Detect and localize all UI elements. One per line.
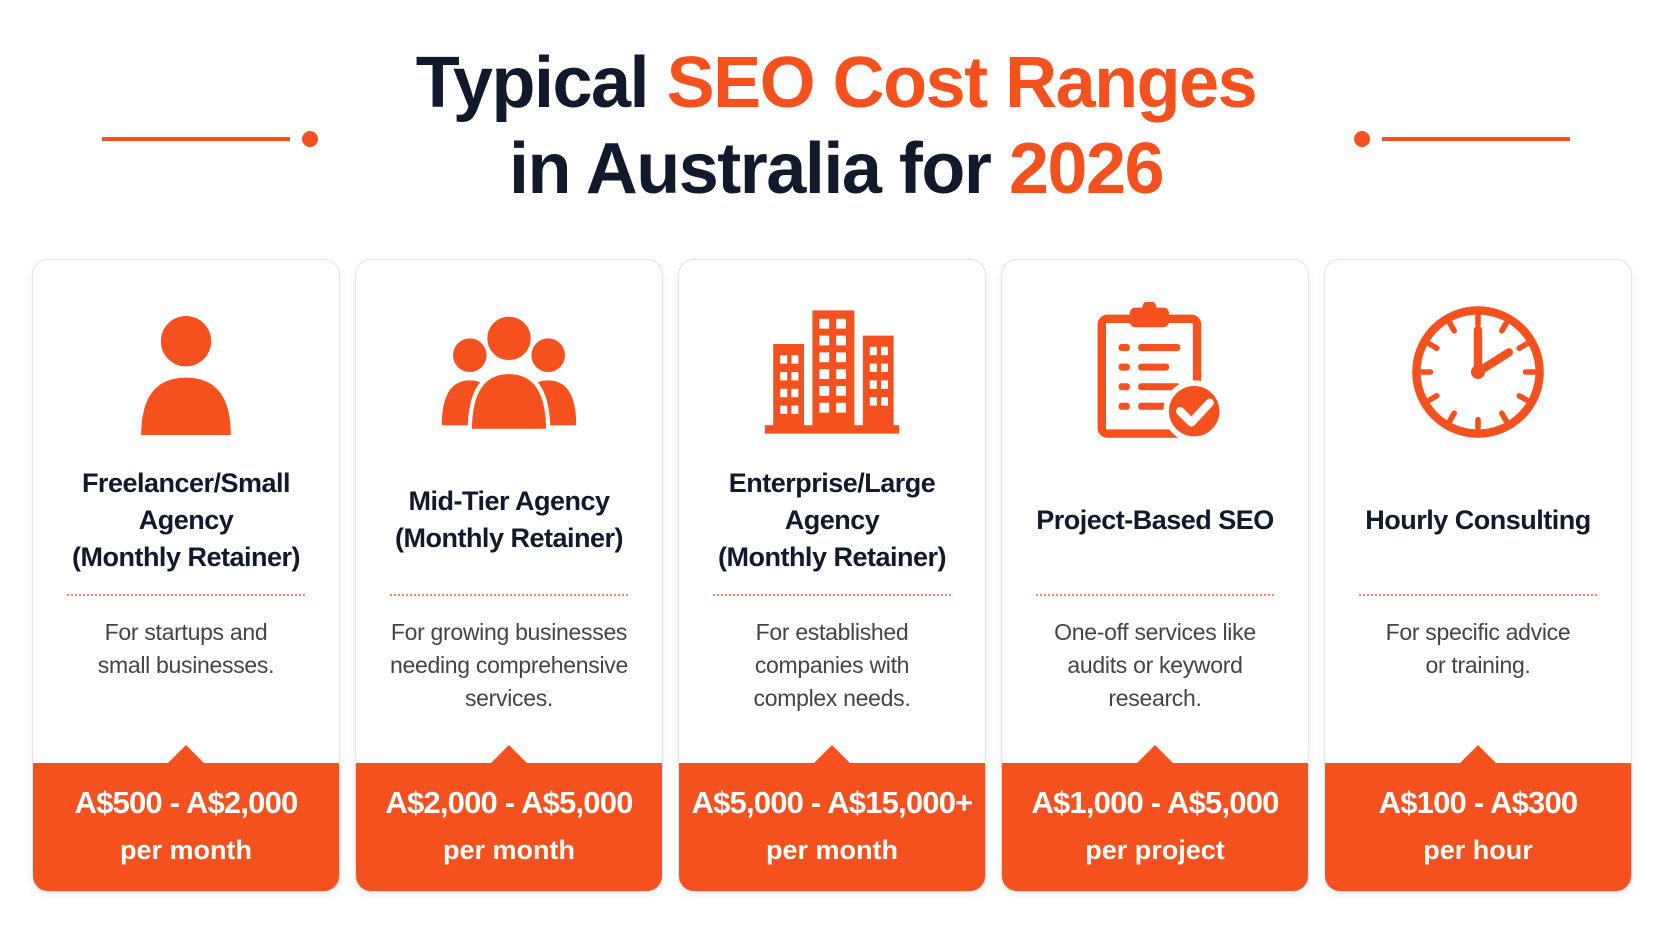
price-unit: per month [443,835,575,865]
card-description: For established companies with complex nee… [679,616,985,715]
card-title: Enterprise/Large Agency (Monthly Retainer) [679,450,985,590]
price-card: Mid-Tier Agency (Monthly Retainer) For gro… [355,259,663,892]
band-notch [1460,745,1496,763]
card-title: Mid-Tier Agency (Monthly Retainer) [356,450,662,590]
decor-line [1382,137,1570,141]
title-line: Typical SEO Cost Ranges [0,40,1672,126]
card-icon [141,316,231,435]
card-description: One-off services like audits or keyword re… [1002,616,1308,715]
title-text: Typical [415,43,650,123]
price: A$1,000 - A$5,000 [1031,785,1279,820]
price-band: A$2,000 - A$5,000 per month [356,745,662,891]
price-band: A$1,000 - A$5,000 per project [1002,745,1308,891]
description-line: For specific advice [1385,619,1571,645]
price: A$100 - A$300 [1378,785,1579,820]
card-title-line: Agency [784,504,880,535]
title-text: in Australia for [508,129,992,209]
price: A$2,000 - A$5,000 [385,785,633,820]
separator [713,594,951,596]
separator [1359,594,1597,596]
price-unit: per month [766,835,898,865]
card-title: Project-Based SEO [1002,450,1308,590]
card-icon [441,312,577,433]
price-unit: per project [1085,835,1225,865]
card-title-line: Hourly Consulting [1365,504,1591,535]
title-highlight: 2026 [1008,129,1165,209]
card-description: For specific advice or training. [1325,616,1631,682]
description-line: research. [1108,685,1202,711]
card-title-line: (Monthly Retainer) [717,541,947,572]
card-icon [1097,302,1225,442]
card-description: For startups and small businesses. [33,616,339,682]
separator [1036,594,1274,596]
price-band: A$100 - A$300 per hour [1325,745,1631,891]
card-title-line: Enterprise/Large [728,467,936,498]
title-line: in Australia for 2026 [0,126,1672,212]
description-line: services. [464,685,554,711]
band-notch [491,745,527,763]
price: A$5,000 - A$15,000+ [691,785,974,820]
price-unit: per month [120,835,252,865]
card-title-line: Project-Based SEO [1036,504,1274,535]
description-line: complex needs. [753,685,911,711]
card-description: For growing businesses needing comprehens… [356,616,662,715]
band-notch [168,745,204,763]
card-icon [764,310,900,434]
description-line: audits or keyword [1067,652,1243,678]
card-title-line: Freelancer/Small [81,467,291,498]
card-icon [1412,306,1544,438]
description-line: or training. [1425,652,1531,678]
price-band: A$500 - A$2,000 per month [33,745,339,891]
description-line: companies with [754,652,910,678]
description-line: small businesses. [97,652,275,678]
price-unit: per hour [1423,835,1533,865]
card-title-line: (Monthly Retainer) [394,523,624,553]
price-card: Freelancer/Small Agency (Monthly Retainer)… [32,259,340,892]
separator [67,594,305,596]
decor-line [102,137,290,141]
title-highlight: SEO Cost Ranges [666,43,1258,123]
description-line: One-off services like [1054,619,1256,645]
price-card: Project-Based SEO One-off services like au… [1001,259,1309,892]
band-notch [1137,745,1173,763]
card-row: Freelancer/Small Agency (Monthly Retainer)… [32,259,1632,892]
description-line: For growing businesses [390,619,628,645]
description-line: For established [755,619,909,645]
card-title: Hourly Consulting [1325,450,1631,590]
description-line: needing comprehensive [390,652,628,678]
decor-dot [302,131,318,147]
separator [390,594,628,596]
description-line: For startups and [104,619,268,645]
price-card: Hourly Consulting For specific advice or t… [1324,259,1632,892]
card-title-line: Mid-Tier Agency [408,486,610,516]
card-title-line: Agency [138,504,234,535]
price-band: A$5,000 - A$15,000+ per month [679,745,985,891]
title: Typical SEO Cost Ranges in Australia for… [0,40,1672,212]
band-notch [814,745,850,763]
card-title-line: (Monthly Retainer) [71,541,301,572]
card-title: Freelancer/Small Agency (Monthly Retainer) [33,450,339,590]
price: A$500 - A$2,000 [74,785,299,820]
price-card: Enterprise/Large Agency (Monthly Retainer)… [678,259,986,892]
decor-dot [1354,131,1370,147]
